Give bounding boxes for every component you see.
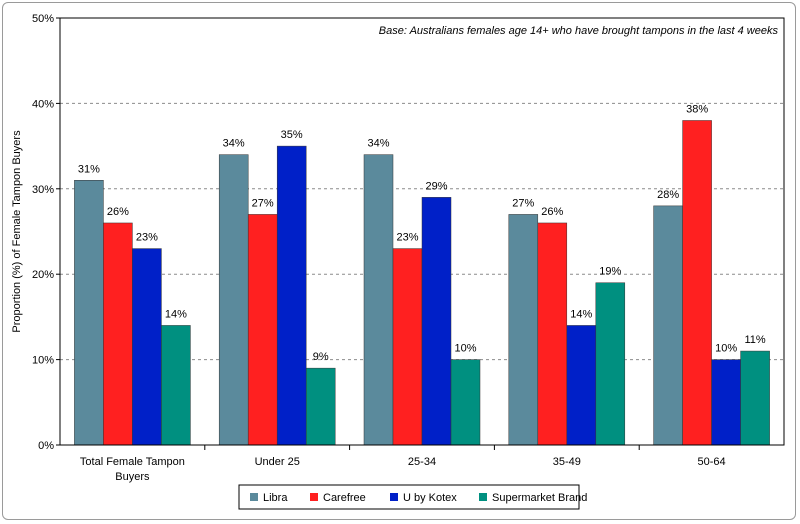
data-label: 11% <box>744 334 765 346</box>
data-label: 27% <box>512 197 534 209</box>
bar <box>653 205 683 446</box>
bar <box>74 180 104 446</box>
bar <box>682 120 712 446</box>
y-tick-label: 20% <box>32 269 54 281</box>
data-label: 10% <box>454 343 476 355</box>
legend-swatch <box>310 493 318 501</box>
data-label: 14% <box>165 308 187 320</box>
y-axis-title: Proportion (%) of Female Tampon Buyers <box>11 130 23 333</box>
bar <box>305 367 336 446</box>
legend: Libra Carefree U by Kotex Supermarket Brand <box>238 484 587 510</box>
y-tick-label: 0% <box>38 440 54 452</box>
data-label: 31% <box>78 163 100 175</box>
data-label: 35% <box>281 129 303 141</box>
legend-swatch <box>479 493 487 501</box>
data-label: 19% <box>599 266 621 278</box>
bar <box>161 325 191 446</box>
data-label: 14% <box>570 308 592 320</box>
legend-swatch <box>390 493 398 501</box>
data-label: 26% <box>107 206 129 218</box>
data-label: 27% <box>252 197 274 209</box>
bar <box>566 325 597 446</box>
x-tick-label: Total Female Tampon Buyers <box>80 456 185 483</box>
bar <box>392 248 423 446</box>
data-label: 26% <box>541 206 563 218</box>
bar <box>103 222 133 446</box>
bar <box>740 350 770 446</box>
bar <box>363 154 394 446</box>
bar <box>421 197 452 446</box>
bar <box>247 214 278 446</box>
legend-label: Libra <box>263 492 288 504</box>
data-label: 9% <box>313 351 329 363</box>
plot-area <box>59 17 785 446</box>
x-tick-label: 35-49 <box>553 456 581 468</box>
data-label: 23% <box>396 232 418 244</box>
data-label: 23% <box>136 232 158 244</box>
x-tick-label: 25-34 <box>408 456 436 468</box>
bar <box>595 282 626 446</box>
data-label: 28% <box>657 189 679 201</box>
bar <box>508 214 539 446</box>
x-tick-label: Under 25 <box>255 456 300 468</box>
data-labels: 31% 26% 23% 14% 34% 27% 35% 9% 34% 23% 29% 10% 27% 26… <box>78 103 766 363</box>
bar <box>450 359 481 446</box>
data-label: 34% <box>367 138 389 150</box>
bar <box>537 222 568 446</box>
axes: 0% 10% 20% 30% 40% 50% Total Female Tampon Buye… <box>32 13 785 483</box>
legend-swatch <box>250 493 258 501</box>
y-tick-label: 10% <box>32 355 54 367</box>
bars <box>74 120 770 446</box>
y-tick-label: 30% <box>32 184 54 196</box>
legend-box <box>238 484 580 510</box>
data-label: 10% <box>715 343 737 355</box>
legend-label: U by Kotex <box>403 492 457 504</box>
x-tick-label: 50-64 <box>698 456 726 468</box>
chart-annotation: Base: Australians females age 14+ who ha… <box>379 25 779 37</box>
bar <box>711 359 741 446</box>
bar <box>276 145 307 446</box>
bar <box>132 248 162 446</box>
data-label: 29% <box>425 180 447 192</box>
data-label: 38% <box>686 103 708 115</box>
y-tick-label: 40% <box>32 98 54 110</box>
data-label: 34% <box>223 138 245 150</box>
legend-label: Supermarket Brand <box>492 492 587 504</box>
legend-label: Carefree <box>323 492 366 504</box>
y-tick-label: 50% <box>32 13 54 25</box>
bar <box>218 154 249 446</box>
